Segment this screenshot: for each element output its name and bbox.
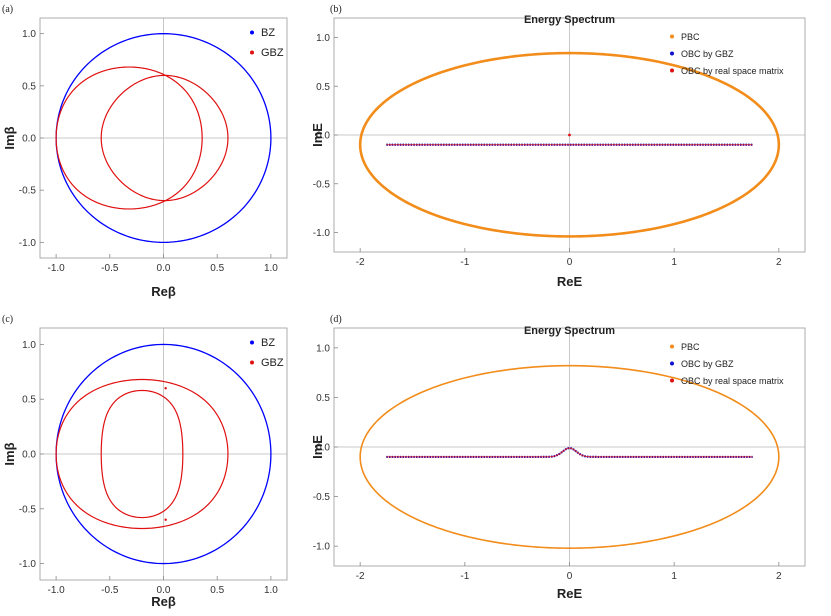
chart-title: Energy Spectrum — [524, 14, 615, 26]
y-tick-label: 0.0 — [22, 134, 36, 145]
legend-marker — [250, 50, 254, 55]
y-tick-label: -0.5 — [313, 179, 331, 190]
x-tick-label: 2 — [776, 257, 782, 268]
chart-title: Energy Spectrum — [524, 325, 615, 337]
legend-marker — [250, 340, 254, 345]
x-tick-label: 0.5 — [210, 585, 224, 596]
legend-marker — [670, 68, 674, 73]
y-tick-label: 1.0 — [316, 33, 330, 44]
panel-label: (d) — [330, 314, 342, 325]
legend-entry-0: PBC — [681, 32, 700, 42]
y-tick-label: 0.5 — [22, 81, 36, 92]
x-tick-label: -1.0 — [47, 585, 65, 596]
x-tick-label: -0.5 — [101, 585, 119, 596]
y-axis-label: Imβ — [2, 442, 17, 465]
legend-marker — [670, 34, 674, 39]
chart-panel-3: -1.0 -0.5 0.0 0.5 1.0 1.0 0.5 0.0 -0.5 -1.0 Reβ Imβ… — [2, 314, 288, 609]
gbz-loop-inner — [100, 389, 184, 519]
panel-label: (a) — [2, 4, 13, 15]
x-tick-label: -2 — [356, 257, 365, 268]
y-tick-label: -1.0 — [313, 228, 331, 239]
legend-entry-1: OBC by GBZ — [681, 49, 734, 59]
x-tick-label: -1.0 — [47, 263, 65, 274]
x-tick-label: 0 — [567, 257, 573, 268]
chart-panel-4: -2 -1 0 1 2 1.0 0.5 0.0 -0.5 -1.0 ReE ImE (d) Energy … — [310, 314, 806, 601]
y-tick-label: -1.0 — [19, 238, 37, 249]
y-tick-label: 1.0 — [22, 340, 36, 351]
pbc-ellipse — [359, 364, 780, 549]
x-axis-label: Reβ — [151, 594, 176, 609]
gbz-loop-2 — [100, 74, 229, 202]
legend-marker — [670, 361, 674, 366]
y-tick-label: -1.0 — [313, 542, 331, 553]
x-axis-label: Reβ — [151, 284, 176, 299]
legend-entry-2: OBC by real space matrix — [681, 376, 784, 386]
x-tick-label: -2 — [356, 571, 365, 582]
obc-real-space-series — [386, 447, 753, 458]
gbz-loop-1 — [55, 66, 203, 210]
y-tick-label: 0.5 — [316, 393, 330, 404]
legend-marker — [670, 51, 674, 56]
x-tick-label: -1 — [460, 257, 469, 268]
x-tick-label: 2 — [776, 571, 782, 582]
legend-marker — [670, 378, 674, 383]
y-tick-label: 0.5 — [316, 82, 330, 93]
legend-entry-1: OBC by GBZ — [681, 359, 734, 369]
legend-marker — [250, 30, 254, 35]
x-tick-label: 0.0 — [157, 585, 171, 596]
y-tick-label: -0.5 — [19, 186, 37, 197]
panel-label: (c) — [2, 314, 13, 325]
obc-real-space-extra-point — [568, 133, 571, 137]
x-tick-label: 1 — [671, 257, 677, 268]
y-axis-label: ImE — [310, 123, 325, 147]
x-tick-label: -0.5 — [101, 263, 119, 274]
legend-entry-2: OBC by real space matrix — [681, 66, 784, 76]
y-tick-label: 0.5 — [22, 395, 36, 406]
legend-marker — [250, 360, 254, 365]
legend-entry-0: BZ — [261, 27, 275, 39]
x-tick-label: 1.0 — [264, 263, 278, 274]
y-tick-label: -1.0 — [19, 559, 37, 570]
x-tick-label: 1 — [671, 571, 677, 582]
x-tick-label: 0.0 — [157, 263, 171, 274]
x-tick-label: -1 — [460, 571, 469, 582]
legend-entry-1: GBZ — [261, 47, 284, 59]
x-tick-label: 1.0 — [264, 585, 278, 596]
gbz-touch-point — [164, 387, 167, 390]
legend-marker — [670, 344, 674, 349]
x-axis-label: ReE — [557, 586, 583, 601]
y-tick-label: 0.0 — [22, 450, 36, 461]
y-tick-label: 1.0 — [22, 29, 36, 40]
gbz-loop-outer — [55, 378, 229, 530]
y-tick-label: 0.0 — [316, 443, 330, 454]
y-axis-label: Imβ — [2, 126, 17, 149]
y-tick-label: 1.0 — [316, 343, 330, 354]
pbc-ellipse — [358, 51, 781, 238]
x-tick-label: 0.5 — [210, 263, 224, 274]
legend-entry-0: PBC — [681, 342, 700, 352]
y-tick-label: -0.5 — [19, 504, 37, 515]
x-tick-label: 0 — [567, 571, 573, 582]
y-tick-label: -0.5 — [313, 492, 331, 503]
chart-panel-1: -1.0 -0.5 0.0 0.5 1.0 1.0 0.5 0.0 -0.5 -1.0 Reβ Imβ… — [2, 4, 288, 299]
chart-panel-2: -2 -1 0 1 2 1.0 0.5 0.0 -0.5 -1.0 ReE ImE (b) Energy … — [310, 4, 806, 289]
y-axis-label: ImE — [310, 435, 325, 459]
legend-entry-0: BZ — [261, 337, 275, 349]
y-tick-label: 0.0 — [316, 131, 330, 142]
gbz-touch-point — [164, 518, 167, 521]
legend-entry-1: GBZ — [261, 357, 284, 369]
panel-label: (b) — [330, 4, 342, 15]
x-axis-label: ReE — [557, 274, 583, 289]
